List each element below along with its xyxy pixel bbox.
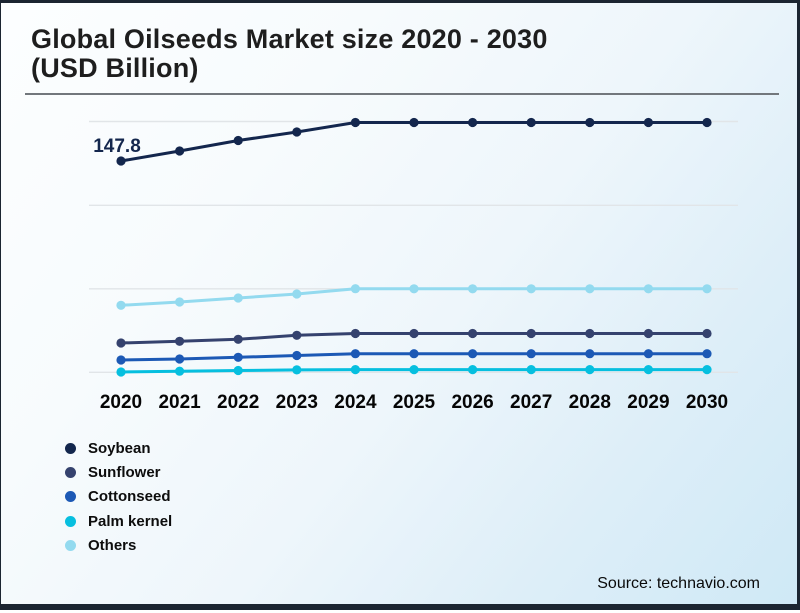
series-sunflower-point-2029 xyxy=(643,328,654,339)
series-others-point-2026 xyxy=(468,284,478,294)
x-tick-label-2024: 2024 xyxy=(334,392,377,413)
series-soybean-point-2028 xyxy=(585,117,595,128)
series-others-point-2021 xyxy=(175,297,185,307)
series-sunflower-point-2026 xyxy=(468,328,478,339)
legend-item-cottonseed: Cottonseed xyxy=(65,485,172,509)
series-soybean-point-2029 xyxy=(643,117,654,128)
series-others-point-2025 xyxy=(409,284,419,294)
series-cottonseed-point-2030 xyxy=(702,349,712,359)
x-tick-label-2030: 2030 xyxy=(686,392,728,413)
series-cottonseed-point-2025 xyxy=(409,349,419,359)
x-tick-label-2027: 2027 xyxy=(510,392,552,413)
series-cottonseed-point-2022 xyxy=(233,352,243,362)
series-palm-kernel-point-2021 xyxy=(175,366,185,376)
series-others-point-2028 xyxy=(585,284,595,294)
legend-dot-soybean xyxy=(65,442,76,454)
data-label-soybean-2020: 147.8 xyxy=(93,136,141,157)
legend-label-others: Others xyxy=(88,536,137,554)
title-divider xyxy=(25,93,779,95)
series-soybean-point-2025 xyxy=(409,117,419,128)
series-cottonseed-point-2024 xyxy=(350,349,360,359)
series-soybean-point-2030 xyxy=(702,117,712,128)
legend-dot-others xyxy=(65,539,76,551)
series-palm-kernel-point-2029 xyxy=(643,365,654,375)
x-tick-label-2028: 2028 xyxy=(569,392,611,413)
series-others-point-2029 xyxy=(643,284,654,294)
series-soybean-point-2023 xyxy=(292,127,302,137)
legend-item-others: Others xyxy=(65,533,172,557)
x-tick-label-2026: 2026 xyxy=(451,392,493,413)
series-palm-kernel-point-2027 xyxy=(526,365,536,375)
series-soybean-point-2021 xyxy=(175,146,185,156)
legend-label-palm-kernel: Palm kernel xyxy=(88,512,173,530)
legend-dot-palm-kernel xyxy=(65,515,76,527)
legend-dot-sunflower xyxy=(65,466,76,478)
legend-dot-cottonseed xyxy=(65,491,76,503)
x-tick-label-2022: 2022 xyxy=(217,392,259,413)
x-tick-label-2021: 2021 xyxy=(158,392,201,413)
series-others-point-2024 xyxy=(350,284,360,294)
legend-label-cottonseed: Cottonseed xyxy=(88,488,171,506)
series-sunflower-point-2020 xyxy=(116,338,126,348)
series-sunflower-point-2024 xyxy=(350,328,360,339)
chart-legend: Soybean Sunflower Cottonseed Palm kernel Oth… xyxy=(65,436,172,557)
legend-label-sunflower: Sunflower xyxy=(88,463,161,481)
legend-item-soybean: Soybean xyxy=(65,436,172,460)
series-sunflower-point-2028 xyxy=(585,328,595,339)
series-sunflower-point-2023 xyxy=(292,330,302,340)
series-cottonseed-point-2026 xyxy=(468,349,478,359)
series-others-point-2027 xyxy=(526,284,536,294)
series-soybean-point-2027 xyxy=(526,117,536,128)
series-palm-kernel-point-2024 xyxy=(350,365,360,375)
x-tick-label-2023: 2023 xyxy=(276,392,318,413)
series-cottonseed-point-2020 xyxy=(116,355,126,365)
series-palm-kernel-point-2023 xyxy=(292,365,302,375)
x-tick-label-2020: 2020 xyxy=(100,392,142,413)
series-others-point-2022 xyxy=(233,293,243,303)
x-tick-label-2025: 2025 xyxy=(393,392,436,413)
chart-title: Global Oilseeds Market size 2020 - 2030(… xyxy=(31,24,548,84)
series-palm-kernel-point-2030 xyxy=(702,365,712,375)
series-soybean-point-2024 xyxy=(350,117,360,128)
legend-label-soybean: Soybean xyxy=(88,439,151,457)
x-tick-label-2029: 2029 xyxy=(627,392,669,413)
series-palm-kernel-point-2020 xyxy=(116,367,126,377)
series-others-point-2023 xyxy=(292,289,302,299)
series-cottonseed-point-2029 xyxy=(643,349,654,359)
series-palm-kernel-point-2028 xyxy=(585,365,595,375)
series-palm-kernel-point-2026 xyxy=(468,365,478,375)
chart-title-line2: (USD Billion) xyxy=(31,53,199,84)
legend-item-palm-kernel: Palm kernel xyxy=(65,509,172,533)
series-soybean-point-2026 xyxy=(468,117,478,128)
chart-title-line1: Global Oilseeds Market size 2020 - 2030 xyxy=(31,24,548,54)
series-cottonseed-point-2027 xyxy=(526,349,536,359)
series-soybean-line xyxy=(119,121,709,163)
series-soybean-point-2020 xyxy=(116,156,126,166)
series-cottonseed-point-2023 xyxy=(292,350,302,361)
series-sunflower-point-2022 xyxy=(233,334,243,344)
series-palm-kernel-point-2022 xyxy=(233,365,243,376)
market-line-chart: 2020 2021 2022 2023 2024 2025 2026 2027 2028 2029… xyxy=(89,117,738,413)
legend-item-sunflower: Sunflower xyxy=(65,460,172,484)
series-soybean-point-2022 xyxy=(233,135,243,146)
series-sunflower-point-2021 xyxy=(175,336,185,346)
series-cottonseed-point-2028 xyxy=(585,349,595,359)
series-others-point-2020 xyxy=(116,300,126,310)
series-sunflower-point-2030 xyxy=(702,328,712,339)
series-palm-kernel-point-2025 xyxy=(409,365,419,375)
source-credit: Source: technavio.com xyxy=(597,575,760,592)
series-sunflower-point-2027 xyxy=(526,328,536,339)
series-others-point-2030 xyxy=(702,284,712,294)
series-cottonseed-point-2021 xyxy=(175,354,185,364)
series-sunflower-point-2025 xyxy=(409,328,419,339)
